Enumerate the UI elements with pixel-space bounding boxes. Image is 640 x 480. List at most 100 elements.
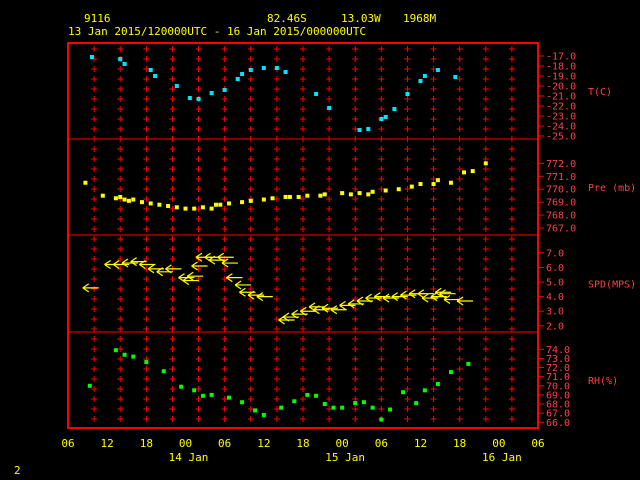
x-tick-label: 12: [257, 437, 270, 450]
humidity-point: [209, 392, 214, 397]
humidity-point: [353, 401, 358, 406]
station-id: 9116: [84, 12, 111, 25]
wind-arrow-head: [339, 304, 346, 310]
pressure-point: [357, 191, 362, 196]
y-tick-label: -20.0: [546, 82, 576, 93]
pressure-point: [83, 180, 88, 185]
pressure-point: [370, 189, 375, 194]
humidity-point: [279, 405, 284, 410]
wind-arrow-head: [391, 296, 399, 302]
pressure-point: [448, 180, 453, 185]
pressure-point: [340, 191, 345, 196]
wind-arrow-head: [112, 260, 120, 266]
wind-arrow-head: [365, 297, 372, 303]
y-tick-label: 769.0: [546, 198, 576, 209]
wind-arrow: [234, 280, 252, 290]
y-tick-label: 768.0: [546, 211, 576, 222]
wind-arrow-head: [313, 309, 320, 315]
humidity-point: [331, 405, 336, 410]
pressure-point: [122, 197, 127, 202]
wind-arrow-head: [226, 273, 233, 279]
humidity-point: [422, 388, 427, 393]
humidity-point: [379, 417, 384, 422]
pressure-point: [396, 187, 401, 192]
panel-label: Pre (mb): [588, 183, 636, 194]
humidity-point: [113, 348, 118, 353]
wind-arrow-head: [234, 280, 242, 286]
wind-arrow-head: [191, 265, 198, 271]
wind-arrow-head: [439, 289, 446, 295]
y-tick-label: 2.0: [546, 321, 564, 332]
y-tick-label: 74.0: [546, 345, 570, 356]
pressure-point: [100, 193, 105, 198]
x-tick-label: 18: [140, 437, 153, 450]
temperature-point: [174, 84, 179, 88]
wind-arrow-head: [239, 287, 246, 293]
wind-arrow-head: [434, 291, 442, 297]
pressure-point: [209, 206, 214, 211]
time-period: 13 Jan 2015/120000UTC - 16 Jan 2015/0000…: [68, 25, 366, 38]
wind-arrow-head: [156, 267, 164, 273]
x-tick-label: 00: [336, 437, 349, 450]
wind-arrow-head: [391, 292, 399, 298]
temperature-point: [392, 107, 397, 111]
wind-arrow-head: [256, 292, 264, 298]
wind-arrow-head: [186, 275, 194, 281]
x-tick-label: 18: [453, 437, 466, 450]
wind-arrow-head: [82, 287, 90, 293]
pressure-point: [139, 200, 144, 205]
x-tick-label: 06: [61, 437, 74, 450]
temperature-point: [366, 127, 371, 131]
humidity-point: [435, 381, 440, 386]
temperature-point: [240, 72, 245, 76]
temperature-point: [379, 117, 384, 121]
panel-label: SPD(MPS): [588, 280, 636, 291]
y-tick-label: 70.0: [546, 381, 570, 392]
temperature-point: [118, 57, 123, 61]
wind-arrow: [226, 273, 243, 283]
x-date-label: 15 Jan: [325, 451, 365, 464]
x-date-label: 14 Jan: [169, 451, 209, 464]
y-tick-label: 6.0: [546, 263, 564, 274]
x-date-label: 16 Jan: [482, 451, 522, 464]
wind-arrow: [82, 283, 99, 293]
wind-arrow-head: [313, 305, 320, 311]
wind-arrow-head: [408, 289, 416, 295]
pressure-point: [118, 194, 123, 199]
wind-arrow-head: [430, 296, 438, 302]
wind-arrow-head: [191, 261, 198, 267]
pressure-point: [227, 201, 232, 206]
wind-arrow-head: [278, 319, 285, 325]
pressure-point: [270, 196, 275, 201]
temperature-point: [148, 68, 153, 72]
temperature-point: [222, 88, 227, 92]
x-tick-label: 00: [179, 437, 192, 450]
humidity-point: [305, 392, 310, 397]
humidity-point: [370, 405, 375, 410]
pressure-point: [157, 202, 162, 207]
wind-arrow-head: [121, 258, 129, 264]
wind-arrow-head: [186, 271, 194, 277]
wind-arrow-head: [443, 295, 451, 301]
wind-arrow-head: [247, 294, 255, 300]
x-tick-label: 18: [296, 437, 309, 450]
wind-arrow: [382, 293, 400, 303]
y-tick-label: 4.0: [546, 292, 564, 303]
y-tick-label: 5.0: [546, 278, 564, 289]
pressure-point: [435, 178, 440, 183]
wind-arrow-head: [104, 264, 111, 270]
y-tick-label: 771.0: [546, 172, 576, 183]
y-tick-label: 7.0: [546, 248, 564, 259]
wind-arrow: [439, 289, 456, 299]
wind-arrow: [391, 292, 408, 302]
wind-arrow-head: [321, 303, 329, 309]
temperature-point: [196, 97, 201, 101]
plot-area: -17.0-18.0-19.0-20.0-21.0-22.0-23.0-24.0…: [67, 42, 636, 429]
wind-arrow-head: [434, 287, 442, 293]
y-tick-label: 772.0: [546, 159, 576, 170]
humidity-point: [261, 412, 266, 417]
wind-arrow-head: [226, 277, 233, 283]
wind-arrow-head: [347, 303, 355, 309]
humidity-point: [122, 352, 127, 357]
